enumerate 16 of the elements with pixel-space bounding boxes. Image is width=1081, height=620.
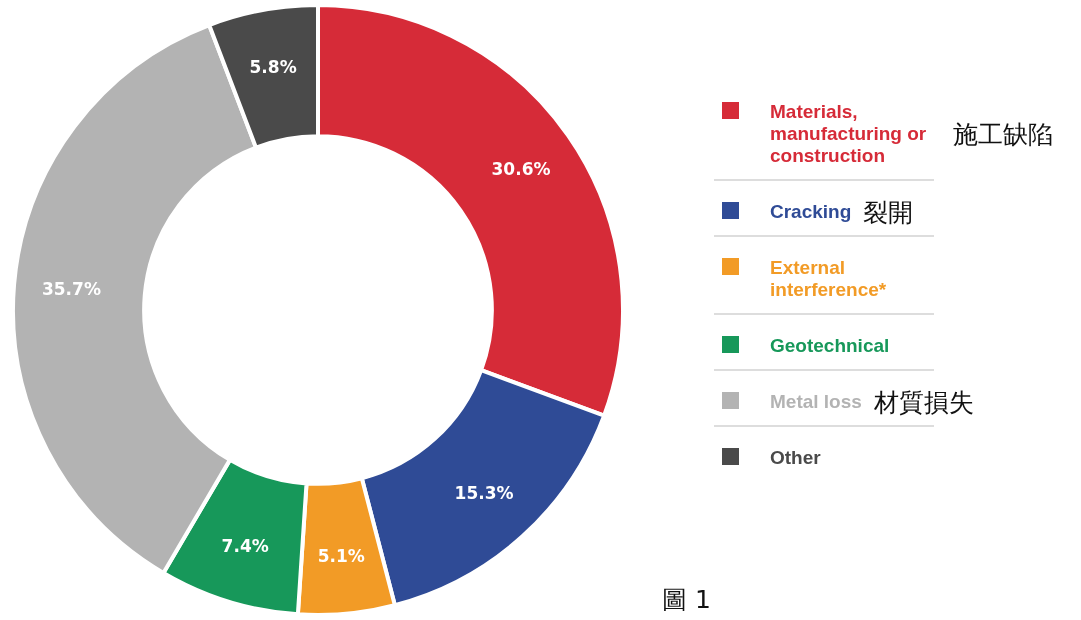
data-label: 15.3% [454, 483, 514, 504]
legend-label: Other [770, 447, 822, 468]
data-label: 5.8% [249, 56, 297, 77]
text: 施工缺陷 [953, 119, 1053, 149]
text: 裂開 [863, 197, 914, 227]
data-label: 35.7% [41, 279, 101, 300]
data-label: 5.1% [317, 546, 365, 567]
data-label: 30.6% [491, 158, 551, 179]
data-label: 7.4% [221, 536, 269, 557]
legend-label: Geotechnical [770, 335, 890, 356]
legend-label: Metal loss [770, 391, 862, 412]
text: 材質損失 [872, 387, 974, 417]
caption: 圖 1 [662, 585, 711, 614]
legend-label: External interference* [770, 257, 887, 300]
legend-label: Materials, manufacturing or construction [770, 101, 927, 166]
legend-label: Cracking [770, 201, 852, 222]
